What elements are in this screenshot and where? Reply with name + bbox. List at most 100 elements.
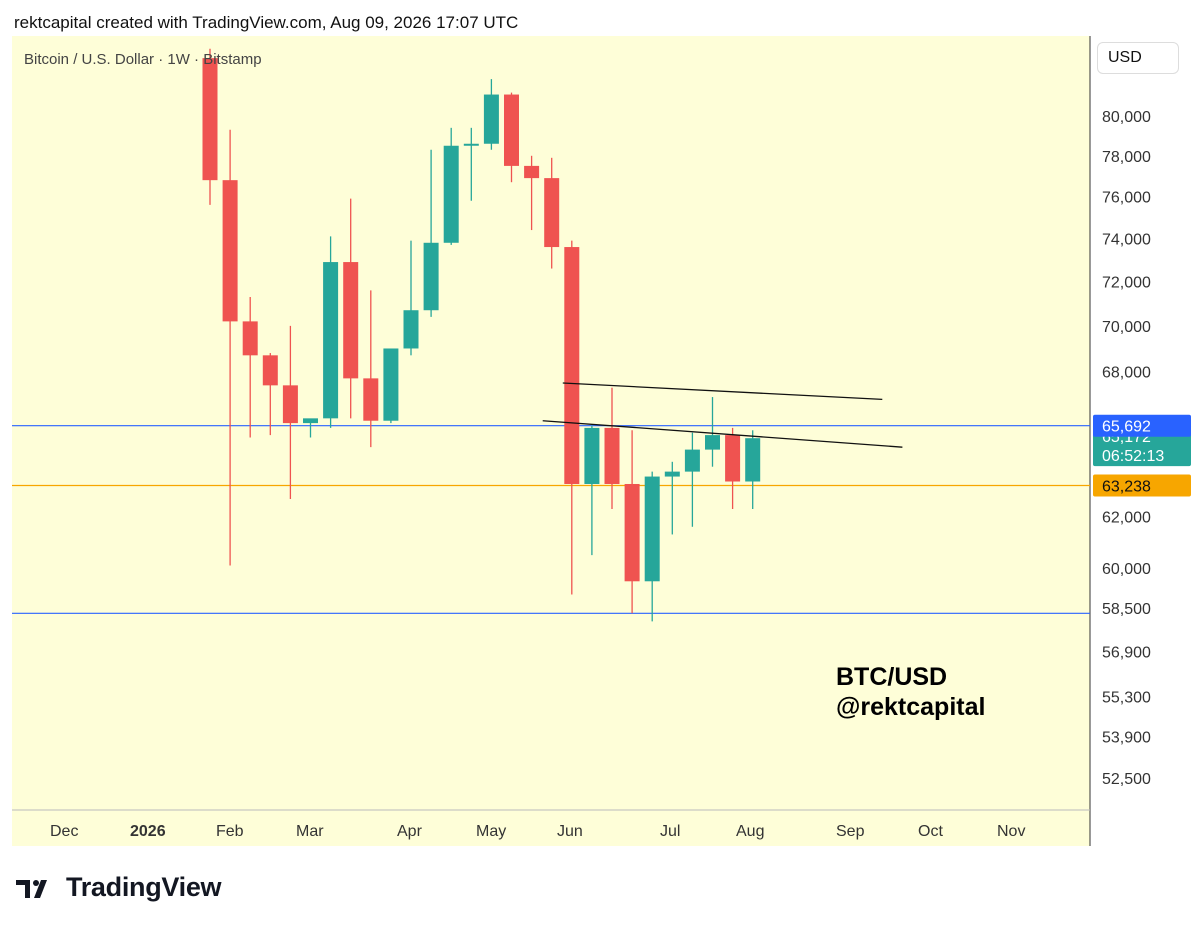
price-tick-label: 55,300 <box>1102 689 1151 706</box>
tradingview-wordmark: TradingView <box>66 872 222 902</box>
candle-body-23 <box>664 471 680 477</box>
candle-9 <box>383 348 399 424</box>
chart-watermark: BTC/USD @rektcapital <box>836 662 985 722</box>
candle-body-18 <box>564 247 580 484</box>
candle-body-20 <box>604 427 620 484</box>
candle-body-22 <box>644 476 660 582</box>
candle-20 <box>604 387 620 510</box>
price-tick-label: 52,500 <box>1102 771 1151 788</box>
time-tick-label: Sep <box>836 823 865 840</box>
chart-author-header: rektcapital created with TradingView.com… <box>14 13 519 32</box>
candle-body-21 <box>624 483 640 582</box>
time-tick-label: Jul <box>660 823 680 840</box>
candle-body-15 <box>504 94 519 166</box>
price-tick-label: 78,000 <box>1102 149 1151 166</box>
candle-body-2 <box>242 321 258 356</box>
candle-27 <box>745 430 761 510</box>
candlestick-chart[interactable]: 80,000 78,000 76,000 74,000 72,000 70,000 68,0… <box>12 36 1192 846</box>
candle-14 <box>483 79 499 150</box>
candle-26 <box>725 427 741 510</box>
time-tick-label: Dec <box>50 823 78 840</box>
price-tick-label: 72,000 <box>1102 275 1151 292</box>
candle-8 <box>363 290 379 448</box>
level-badge-0 <box>1093 414 1191 437</box>
candle-body-17 <box>544 178 560 248</box>
candle-body-14 <box>483 94 499 144</box>
candle-2 <box>242 296 258 438</box>
watermark-pair: BTC/USD <box>836 663 948 691</box>
level-badge-label-0: 65,692 <box>1102 419 1151 436</box>
candle-21 <box>624 430 640 614</box>
time-tick-label: Oct <box>918 823 943 840</box>
candle-body-13 <box>463 143 479 146</box>
candle-body-8 <box>363 378 379 421</box>
candle-16 <box>524 155 540 231</box>
candle-17 <box>544 157 560 269</box>
candle-5 <box>303 418 318 438</box>
time-tick-label: Mar <box>296 823 324 840</box>
price-tick-label: 68,000 <box>1102 364 1151 381</box>
candle-body-26 <box>725 435 741 482</box>
candle-3 <box>262 353 278 436</box>
time-tick-label: Apr <box>397 823 423 840</box>
horizontal-levels <box>12 425 1090 614</box>
candle-body-16 <box>524 165 540 179</box>
trend-line-1 <box>542 420 903 448</box>
candle-25 <box>705 397 720 467</box>
candle-7 <box>343 198 359 419</box>
candle-24 <box>684 432 700 527</box>
candle-11 <box>423 149 439 317</box>
candles <box>202 48 761 622</box>
candle-body-3 <box>262 355 278 386</box>
candle-body-24 <box>684 449 700 472</box>
candle-body-5 <box>303 418 318 424</box>
countdown-label: 06:52:13 <box>1102 448 1164 465</box>
candle-19 <box>584 425 600 556</box>
time-tick-label: Jun <box>557 823 583 840</box>
price-tick-label: 60,000 <box>1102 561 1151 578</box>
candle-body-9 <box>383 348 399 421</box>
price-tick-label: 56,900 <box>1102 645 1151 662</box>
level-badge-label-1: 63,238 <box>1102 479 1151 496</box>
candle-body-7 <box>343 262 359 379</box>
price-axis: 80,000 78,000 76,000 74,000 72,000 70,000 68,0… <box>1102 109 1151 788</box>
time-tick-label: Nov <box>997 823 1025 840</box>
trend-lines <box>542 382 903 448</box>
candle-body-12 <box>443 145 459 243</box>
candle-body-11 <box>423 242 439 311</box>
candle-18 <box>564 240 580 595</box>
candle-12 <box>443 127 459 245</box>
candle-body-25 <box>705 435 720 450</box>
time-tick-label: Aug <box>736 823 764 840</box>
candle-10 <box>403 240 419 356</box>
plot-background <box>12 36 1090 810</box>
symbol-title[interactable]: Bitcoin / U.S. Dollar · 1W · Bitstamp <box>24 51 262 68</box>
price-tick-label: 70,000 <box>1102 319 1151 336</box>
candle-1 <box>222 129 238 566</box>
candle-23 <box>664 461 680 535</box>
price-tick-label: 58,500 <box>1102 601 1151 618</box>
price-tick-label: 62,000 <box>1102 510 1151 527</box>
time-tick-label: Feb <box>216 823 244 840</box>
candle-body-10 <box>403 310 419 349</box>
tradingview-logo-icon <box>16 879 47 898</box>
candle-13 <box>463 127 479 201</box>
candle-6 <box>323 236 339 428</box>
watermark-handle: @rektcapital <box>836 693 986 721</box>
candle-15 <box>504 92 519 183</box>
candle-body-0 <box>202 58 218 181</box>
price-tick-label: 80,000 <box>1102 109 1151 126</box>
candle-4 <box>282 325 298 499</box>
tradingview-logo[interactable]: TradingView <box>16 872 222 903</box>
level-badge-1 <box>1093 474 1191 497</box>
time-axis-background <box>12 810 1090 846</box>
time-axis: Dec 2026 Feb Mar Apr May Jun Jul Aug Sep Oct Nov <box>50 823 1025 840</box>
currency-button[interactable]: USD <box>1097 42 1179 74</box>
candle-body-19 <box>584 427 600 484</box>
trend-line-0 <box>562 382 883 401</box>
price-tick-label: 74,000 <box>1102 232 1151 249</box>
time-tick-label: 2026 <box>130 823 166 840</box>
price-tick-label: 76,000 <box>1102 190 1151 207</box>
price-tick-label: 53,900 <box>1102 730 1151 747</box>
